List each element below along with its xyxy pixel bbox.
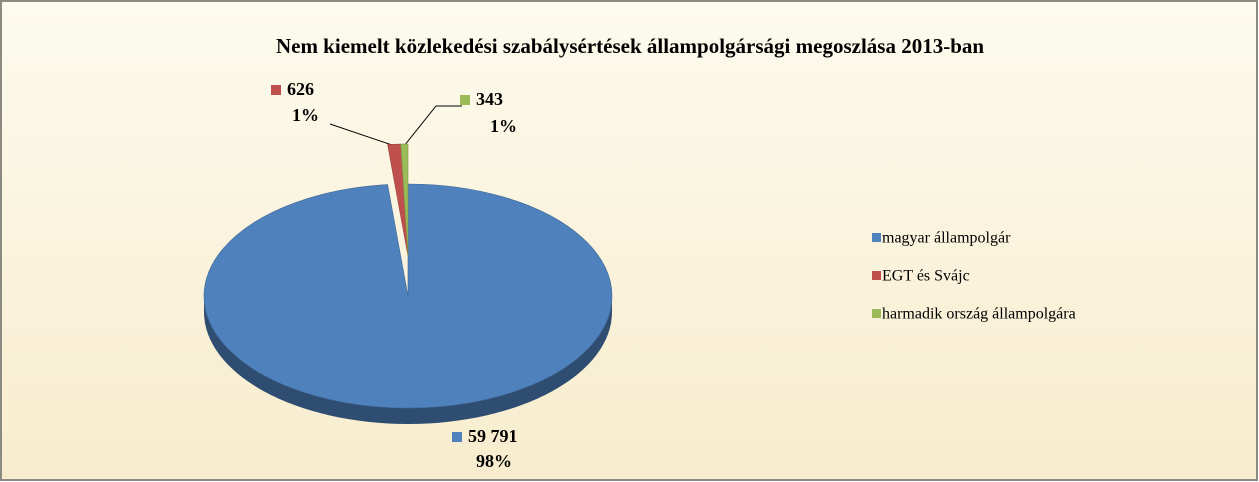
legend-marker <box>872 271 881 280</box>
percent-label: 1% <box>292 105 319 125</box>
chart-title: Nem kiemelt közlekedési szabálysértések … <box>276 34 984 58</box>
percent-label: 98% <box>476 451 512 471</box>
data-label: 343 <box>476 89 503 109</box>
pie-slice <box>203 183 613 409</box>
legend-label: magyar állampolgár <box>882 230 1011 247</box>
label-marker <box>452 432 462 442</box>
percent-label: 1% <box>490 116 517 136</box>
data-label: 626 <box>287 79 314 99</box>
data-label: 59 791 <box>468 426 518 446</box>
label-marker <box>271 85 281 95</box>
leader-line <box>403 105 462 147</box>
legend-label: harmadik ország állampolgára <box>882 306 1076 323</box>
legend-label: EGT és Svájc <box>882 268 970 285</box>
legend-marker <box>872 233 881 242</box>
pie-slice <box>400 143 409 257</box>
label-marker <box>460 95 470 105</box>
legend-marker <box>872 309 881 318</box>
leader-line <box>329 123 396 147</box>
